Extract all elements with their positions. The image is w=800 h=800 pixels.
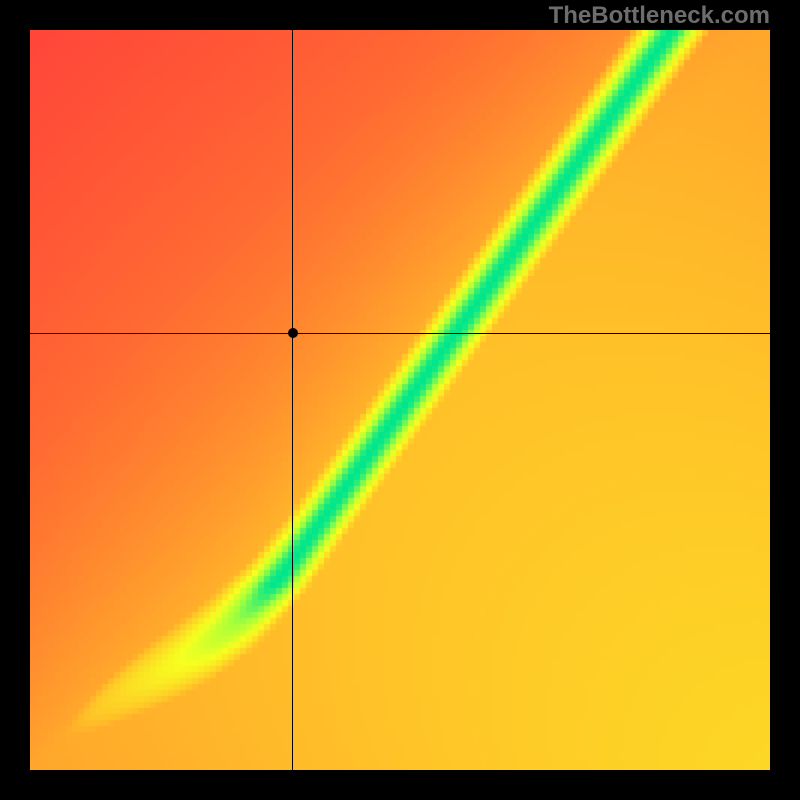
crosshair-horizontal bbox=[30, 333, 770, 334]
chart-container: TheBottleneck.com bbox=[0, 0, 800, 800]
watermark-text: TheBottleneck.com bbox=[549, 2, 770, 30]
heatmap-canvas bbox=[30, 30, 770, 770]
crosshair-vertical bbox=[292, 30, 293, 770]
